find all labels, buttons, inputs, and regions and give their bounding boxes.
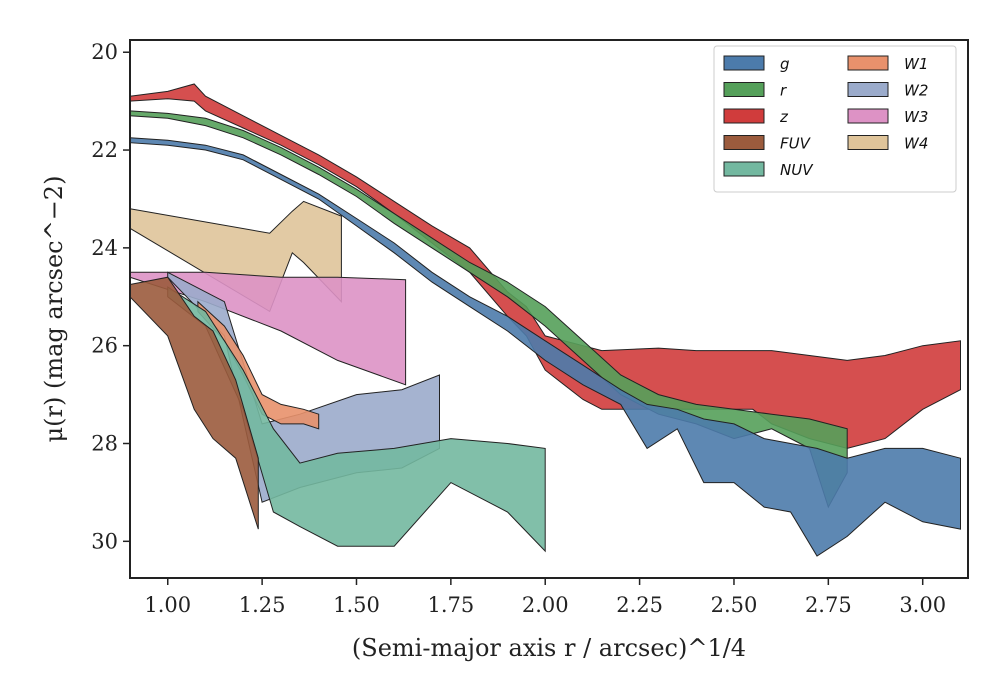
- legend-label: W3: [904, 108, 928, 126]
- legend: grz FUV NUV W1 W2 W3 W4: [713, 45, 957, 193]
- x-tick-label: 2.00: [522, 593, 569, 617]
- y-tick-label: 24: [91, 236, 118, 260]
- x-tick-label: 2.75: [805, 593, 852, 617]
- legend-swatch: [847, 82, 889, 97]
- plot-frame: [129, 39, 969, 579]
- legend-swatch: [847, 135, 889, 150]
- area-fuv: [129, 276, 259, 530]
- y-tick-label: 28: [91, 432, 118, 456]
- legend-label: g: [780, 55, 790, 73]
- legend-swatch: [723, 55, 765, 71]
- legend-label: z: [779, 108, 789, 126]
- y-tick-label: 30: [91, 529, 118, 553]
- legend-swatch: [723, 82, 765, 97]
- x-tick-label: 1.00: [144, 593, 191, 617]
- legend-label: FUV: [780, 135, 812, 153]
- y-tick-label: 26: [91, 334, 118, 358]
- y-tick-label: 22: [91, 138, 118, 162]
- series-areas: [129, 83, 961, 557]
- legend-label: W2: [904, 82, 928, 100]
- x-tick-label: 1.25: [239, 593, 286, 617]
- y-axis-ticks: 20 22 24 26 28 30: [91, 40, 130, 553]
- x-axis-label: (Semi-major axis r / arcsec)^1/4: [352, 634, 746, 662]
- legend-swatch: [723, 161, 765, 177]
- x-axis-ticks: 1.00 1.25 1.50 1.75 2.00 2.25 2.50 2.75 3.00: [144, 578, 946, 617]
- legend-label: W4: [904, 135, 928, 153]
- legend-swatch: [847, 108, 889, 124]
- x-tick-label: 2.50: [711, 593, 758, 617]
- legend-swatch: [723, 108, 765, 124]
- x-tick-label: 1.75: [427, 593, 474, 617]
- legend-box: [713, 45, 957, 193]
- legend-swatch: [847, 55, 889, 71]
- area-g: [129, 137, 961, 557]
- area-z: [129, 83, 961, 449]
- legend-label: W1: [904, 55, 928, 73]
- y-axis-label: μ(r) (mag arcsec^−2): [40, 176, 68, 443]
- x-tick-label: 3.00: [899, 593, 946, 617]
- legend-label: NUV: [780, 161, 814, 179]
- x-tick-label: 1.50: [333, 593, 380, 617]
- legend-label: r: [780, 82, 787, 100]
- y-tick-label: 20: [91, 40, 118, 64]
- area-w3: [129, 271, 407, 386]
- legend-swatch: [723, 135, 765, 150]
- x-tick-label: 2.25: [616, 593, 663, 617]
